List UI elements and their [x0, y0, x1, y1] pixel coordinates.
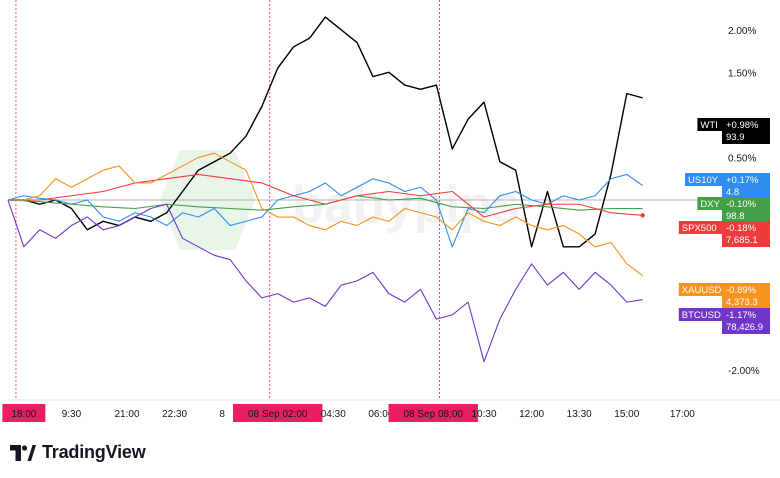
x-tick-label: 08 Sep 08:00 [403, 409, 463, 420]
series-price: 78,426.9 [726, 322, 763, 333]
x-tick-label: 10:30 [471, 409, 496, 420]
series-price: 4,373.3 [726, 297, 758, 308]
series-name: DXY [700, 199, 720, 210]
tradingview-icon [10, 444, 36, 461]
x-tick-label: 08 Sep 02:00 [248, 409, 308, 420]
x-tick-label: 8 [219, 409, 225, 420]
x-tick-label: 04:30 [321, 409, 346, 420]
series-price: 4.8 [726, 187, 739, 198]
series-pct: -0.18% [726, 223, 757, 234]
tradingview-logo: TradingView [10, 442, 146, 463]
series-value-box [722, 308, 770, 334]
y-tick-label: 2.00% [728, 26, 756, 37]
x-tick-label: 12:00 [519, 409, 544, 420]
watermark-babypips: babypips [160, 150, 520, 250]
x-tick-label: 9:30 [62, 409, 82, 420]
series-line-btcusd [7, 199, 643, 363]
series-name-box [678, 283, 722, 296]
series-label-spx500: SPX500 -0.18%7,685.1 [678, 221, 770, 247]
x-tick-label: 17:00 [670, 409, 695, 420]
x-tick-highlight [2, 404, 46, 422]
series-price: 93.9 [726, 132, 745, 143]
watermark-text: babypips [292, 176, 520, 234]
series-pct: +0.98% [726, 120, 759, 131]
brand-name: TradingView [42, 442, 146, 462]
series-name: XAUUSD [682, 285, 722, 296]
series-value-box [722, 283, 770, 309]
series-line-spx500 [8, 173, 643, 218]
series-label-dxy: DXY -0.10%98.8 [697, 197, 770, 223]
x-tick-label: 22:30 [162, 409, 187, 420]
x-tick-label: 06:00 [368, 409, 393, 420]
series-name-box [685, 173, 722, 186]
series-pct: -0.89% [726, 285, 757, 296]
y-tick-label: 0.50% [728, 153, 756, 164]
x-tick-label: 21:00 [114, 409, 139, 420]
series-name: WTI [700, 120, 717, 131]
series-name: SPX500 [682, 223, 717, 234]
x-tick-label: 15:00 [614, 409, 639, 420]
series-line-us10y [7, 173, 643, 248]
series-line-xauusd [8, 152, 643, 277]
x-tick-highlight [233, 404, 323, 422]
y-tick-label: -2.00% [728, 366, 760, 377]
series-name-box [678, 221, 722, 234]
x-tick-highlight [388, 404, 478, 422]
y-tick-label: 1.50% [728, 68, 756, 79]
series-pct: +0.17% [726, 175, 759, 186]
series-pct: -1.17% [726, 310, 757, 321]
series-line-wti [8, 16, 643, 248]
spx500-end-dot [640, 213, 645, 218]
x-tick-label: 13:30 [567, 409, 592, 420]
series-value-box [722, 197, 770, 223]
x-tick-label: 18:00 [11, 409, 36, 420]
series-value-box [722, 173, 770, 199]
series-name-box [697, 118, 722, 131]
series-label-xauusd: XAUUSD -0.89%4,373.3 [678, 283, 770, 309]
series-name: US10Y [688, 175, 719, 186]
series-label-wti: WTI +0.98%93.9 [697, 118, 770, 144]
series-value-box [722, 221, 770, 247]
series-value-box [722, 118, 770, 144]
series-label-btcusd: BTCUSD -1.17%78,426.9 [678, 308, 770, 334]
series-price: 7,685.1 [726, 235, 758, 246]
series-label-us10y: US10Y +0.17%4.8 [685, 173, 770, 199]
series-name-box [678, 308, 722, 321]
series-name-box [697, 197, 722, 210]
series-pct: -0.10% [726, 199, 757, 210]
series-name: BTCUSD [682, 310, 721, 321]
series-price: 98.8 [726, 211, 745, 222]
